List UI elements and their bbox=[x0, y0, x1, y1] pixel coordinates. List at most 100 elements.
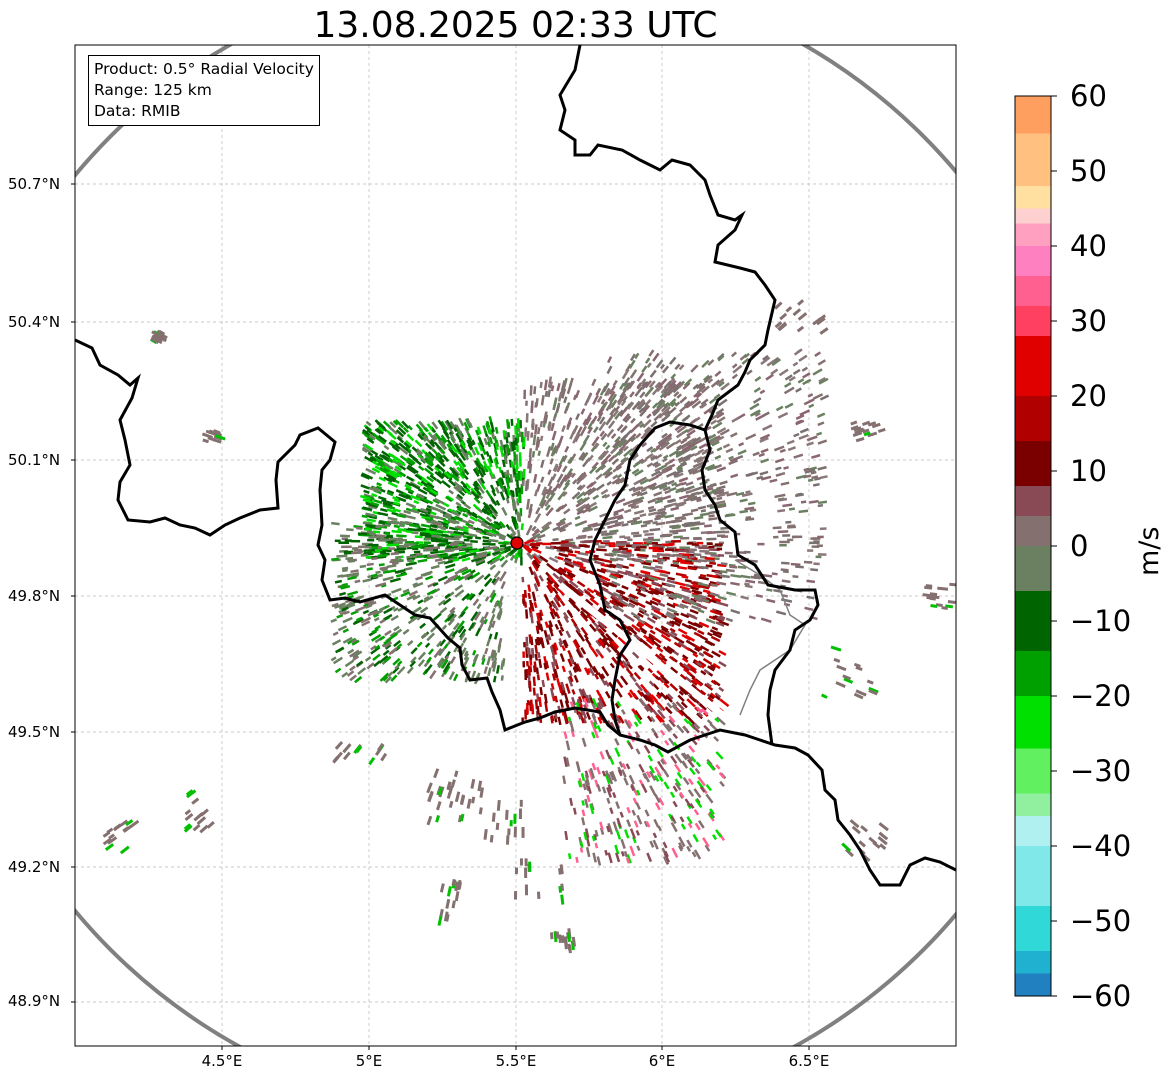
echo-speck bbox=[585, 711, 592, 720]
echo-speck bbox=[382, 675, 389, 682]
echo-speck bbox=[434, 470, 444, 480]
echo-speck bbox=[640, 629, 647, 635]
echo-speck bbox=[578, 451, 586, 461]
echo-speck bbox=[384, 629, 392, 637]
echo-speck bbox=[521, 827, 525, 838]
echo-speck bbox=[693, 631, 703, 638]
echo-speck bbox=[380, 550, 387, 554]
echo-speck bbox=[678, 501, 687, 506]
echo-speck bbox=[353, 745, 362, 755]
echo-speck bbox=[438, 647, 446, 657]
echo-speck bbox=[661, 432, 668, 439]
echo-speck bbox=[692, 461, 704, 469]
echo-speck bbox=[544, 701, 549, 712]
echo-speck bbox=[583, 697, 589, 708]
echo-speck bbox=[371, 460, 381, 467]
echo-speck bbox=[752, 451, 760, 457]
echo-speck bbox=[388, 543, 400, 547]
echo-speck bbox=[593, 554, 599, 558]
echo-speck bbox=[560, 380, 566, 391]
echo-speck bbox=[411, 507, 420, 512]
echo-speck bbox=[697, 712, 703, 718]
echo-speck bbox=[677, 456, 684, 462]
echo-speck bbox=[652, 402, 659, 409]
echo-speck bbox=[684, 676, 693, 683]
echo-speck bbox=[664, 436, 673, 444]
echo-speck bbox=[701, 449, 710, 456]
echo-speck bbox=[445, 419, 454, 430]
echo-speck bbox=[510, 441, 515, 452]
echo-speck bbox=[656, 748, 664, 758]
echo-speck bbox=[506, 469, 510, 476]
echo-speck bbox=[397, 537, 403, 541]
echo-speck bbox=[624, 719, 631, 729]
echo-speck bbox=[753, 575, 765, 580]
echo-speck bbox=[607, 542, 616, 545]
echo-speck bbox=[705, 783, 712, 792]
echo-speck bbox=[424, 642, 431, 648]
echo-speck bbox=[620, 399, 627, 407]
echo-speck bbox=[606, 466, 613, 473]
echo-speck bbox=[653, 818, 660, 828]
echo-speck bbox=[633, 820, 639, 828]
echo-speck bbox=[561, 388, 567, 399]
echo-speck bbox=[369, 515, 378, 520]
echo-speck bbox=[419, 543, 428, 547]
echo-speck bbox=[485, 516, 493, 523]
echo-speck bbox=[331, 557, 339, 561]
echo-speck bbox=[757, 580, 766, 585]
echo-speck bbox=[347, 575, 357, 581]
echo-speck bbox=[477, 485, 485, 495]
echo-speck bbox=[650, 639, 658, 646]
echo-speck bbox=[708, 810, 716, 819]
echo-speck bbox=[356, 526, 363, 530]
echo-speck bbox=[460, 461, 467, 468]
echo-speck bbox=[608, 582, 618, 588]
echo-speck bbox=[374, 748, 382, 756]
echo-speck bbox=[631, 531, 640, 535]
echo-speck bbox=[688, 767, 696, 776]
echo-speck bbox=[457, 545, 468, 549]
echo-speck bbox=[488, 633, 493, 640]
echo-speck bbox=[409, 503, 417, 509]
echo-speck bbox=[700, 385, 710, 394]
echo-speck bbox=[493, 600, 499, 608]
echo-speck bbox=[879, 843, 887, 850]
echo-speck bbox=[601, 770, 607, 777]
echo-speck bbox=[377, 434, 388, 443]
echo-speck bbox=[745, 579, 756, 584]
echo-speck bbox=[547, 574, 556, 584]
echo-speck bbox=[582, 783, 587, 791]
echo-speck bbox=[398, 442, 409, 452]
echo-speck bbox=[476, 426, 482, 435]
echo-speck bbox=[693, 553, 702, 557]
echo-speck bbox=[625, 857, 631, 864]
echo-speck bbox=[443, 559, 453, 565]
echo-speck bbox=[795, 387, 802, 393]
echo-speck bbox=[549, 381, 553, 389]
echo-speck bbox=[637, 486, 644, 491]
echo-speck bbox=[461, 568, 472, 576]
echo-speck bbox=[586, 486, 596, 495]
echo-speck bbox=[541, 679, 546, 688]
echo-speck bbox=[583, 831, 588, 840]
echo-speck bbox=[661, 464, 672, 473]
echo-speck bbox=[546, 562, 557, 572]
echo-speck bbox=[715, 764, 721, 770]
echo-speck bbox=[468, 533, 478, 538]
echo-speck bbox=[367, 451, 374, 457]
echo-speck bbox=[660, 625, 669, 632]
echo-speck bbox=[459, 518, 470, 525]
echo-speck bbox=[426, 656, 432, 663]
echo-speck bbox=[646, 703, 655, 713]
echo-speck bbox=[654, 802, 661, 811]
echo-speck bbox=[635, 789, 641, 796]
echo-speck bbox=[664, 850, 669, 858]
echo-speck bbox=[713, 610, 724, 616]
echo-speck bbox=[397, 426, 407, 436]
echo-speck bbox=[606, 797, 611, 804]
echo-speck bbox=[601, 786, 607, 794]
echo-speck bbox=[410, 647, 418, 655]
echo-speck bbox=[858, 840, 866, 848]
echo-speck bbox=[125, 819, 134, 827]
